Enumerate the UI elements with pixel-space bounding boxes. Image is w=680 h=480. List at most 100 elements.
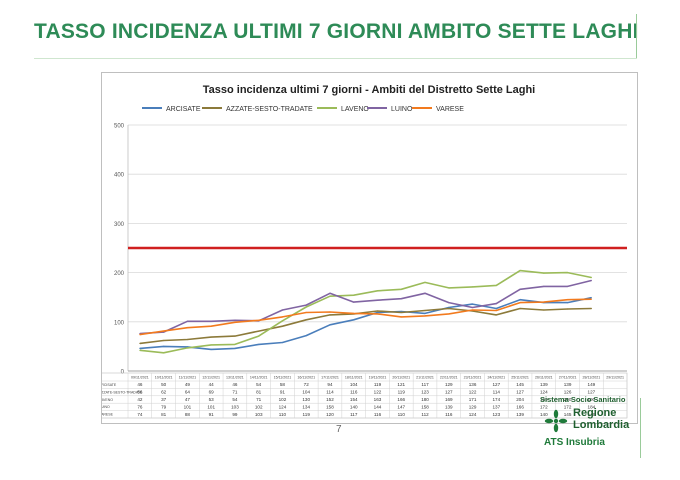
legend-label-4: VARESE — [436, 106, 464, 113]
data-point — [376, 313, 379, 315]
data-point — [186, 347, 189, 349]
data-label: 172 — [564, 404, 572, 409]
x-tick-label: 19/11/2021 — [369, 376, 387, 380]
data-point — [400, 288, 402, 290]
data-label: 112 — [421, 412, 429, 417]
table-series-label: LUINO — [102, 405, 110, 409]
data-point — [519, 288, 521, 290]
data-label: 145 — [564, 412, 572, 417]
data-label: 122 — [374, 390, 382, 395]
data-label: 121 — [397, 382, 405, 387]
data-point — [543, 285, 545, 287]
data-point — [163, 339, 165, 342]
series-line-laveno — [139, 269, 592, 354]
data-point — [210, 336, 212, 338]
y-tick-label: 0 — [121, 370, 125, 376]
data-label: 149 — [588, 382, 596, 387]
data-point — [163, 352, 165, 354]
data-label: 163 — [374, 397, 382, 402]
x-tick-label: 25/11/2021 — [511, 376, 529, 380]
data-point — [495, 302, 497, 305]
data-point — [448, 302, 450, 304]
x-tick-label: 23/11/2021 — [464, 376, 482, 380]
data-point — [376, 310, 379, 312]
data-point — [329, 295, 331, 297]
data-point — [590, 298, 592, 300]
data-point — [543, 272, 545, 274]
data-label: 47 — [185, 397, 191, 402]
data-label: 127 — [445, 390, 453, 395]
data-point — [424, 315, 426, 317]
data-label: 129 — [445, 382, 453, 387]
data-label: 139 — [540, 382, 548, 387]
data-point — [424, 292, 426, 294]
data-point — [329, 324, 331, 326]
data-point — [448, 313, 450, 315]
data-label: 101 — [184, 404, 192, 409]
data-point — [400, 311, 402, 314]
data-label: 204 — [516, 397, 524, 402]
data-label: 71 — [256, 397, 262, 402]
data-point — [519, 302, 521, 304]
data-label: 140 — [540, 412, 548, 417]
data-point — [258, 319, 260, 321]
y-tick-label: 300 — [114, 222, 125, 228]
data-label: 102 — [255, 404, 263, 409]
data-label: 169 — [445, 397, 453, 402]
chart-frame: Tasso incidenza ultimi 7 giorni - Ambiti… — [101, 72, 638, 424]
data-point — [305, 306, 307, 308]
legend-label-2: LAVENO — [341, 106, 369, 113]
data-point — [305, 311, 307, 314]
data-label: 119 — [303, 412, 311, 417]
data-label: 54 — [232, 397, 238, 402]
data-label: 91 — [209, 412, 215, 417]
data-point — [305, 319, 307, 321]
data-label: 103 — [231, 404, 239, 409]
data-label: 200 — [564, 397, 572, 402]
data-label: 81 — [256, 390, 262, 395]
data-point — [329, 311, 331, 313]
logo-divider — [640, 398, 641, 458]
x-tick-label: 18/11/2021 — [345, 376, 363, 380]
x-tick-label: 13/11/2021 — [226, 376, 244, 380]
logo-region-line2: Lombardia — [573, 419, 630, 431]
data-point — [376, 311, 379, 314]
data-label: 119 — [374, 382, 382, 387]
legend-label-3: LUINO — [391, 106, 413, 113]
data-point — [258, 330, 260, 332]
data-point — [519, 307, 521, 310]
data-point — [519, 299, 521, 301]
data-label: 124 — [469, 412, 477, 417]
table-series-label: AZZATE-SESTO-TRADATE — [102, 390, 143, 394]
data-point — [329, 292, 331, 294]
data-label: 58 — [280, 382, 286, 387]
data-point — [495, 314, 497, 316]
data-label: 81 — [161, 412, 167, 417]
series-line-azzate-sesto-tradate — [139, 307, 592, 345]
y-tick-label: 500 — [114, 124, 125, 130]
y-tick-label: 200 — [114, 271, 125, 277]
data-label: 42 — [137, 397, 143, 402]
data-point — [258, 343, 260, 346]
data-label: 199 — [540, 397, 548, 402]
data-label: 116 — [445, 412, 453, 417]
data-label: 102 — [279, 397, 287, 402]
x-tick-label: 12/11/2021 — [202, 376, 220, 380]
x-tick-label: 15/11/2021 — [274, 376, 292, 380]
data-label: 144 — [374, 404, 382, 409]
data-point — [424, 309, 426, 312]
data-point — [234, 319, 236, 321]
data-label: 116 — [374, 412, 382, 417]
data-label: 91 — [280, 390, 286, 395]
data-point — [186, 327, 189, 329]
data-label: 44 — [209, 382, 215, 387]
data-point — [210, 320, 212, 322]
table-series-label: VARESE — [102, 413, 114, 417]
data-label: 146 — [588, 412, 596, 417]
data-label: 127 — [516, 390, 524, 395]
data-point — [424, 281, 426, 284]
data-label: 127 — [492, 382, 500, 387]
data-point — [566, 285, 569, 287]
data-label: 114 — [493, 390, 501, 395]
data-label: 123 — [421, 390, 429, 395]
